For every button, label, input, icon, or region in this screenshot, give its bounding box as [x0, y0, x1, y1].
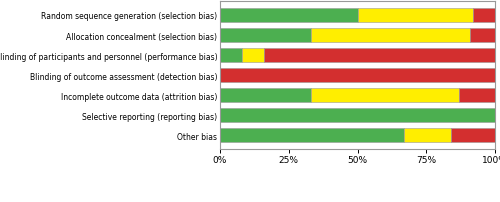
Bar	[220, 88, 311, 103]
Bar	[473, 9, 495, 23]
Bar	[264, 49, 495, 63]
Bar	[311, 29, 470, 43]
Bar	[220, 9, 358, 23]
Bar	[220, 29, 311, 43]
Bar	[451, 128, 495, 143]
Bar	[358, 9, 473, 23]
Bar	[459, 88, 495, 103]
Bar	[220, 108, 495, 123]
Bar	[242, 49, 264, 63]
Bar	[220, 128, 404, 143]
Bar	[470, 29, 495, 43]
Bar	[220, 68, 495, 83]
Bar	[404, 128, 451, 143]
Bar	[311, 88, 459, 103]
Bar	[220, 49, 242, 63]
